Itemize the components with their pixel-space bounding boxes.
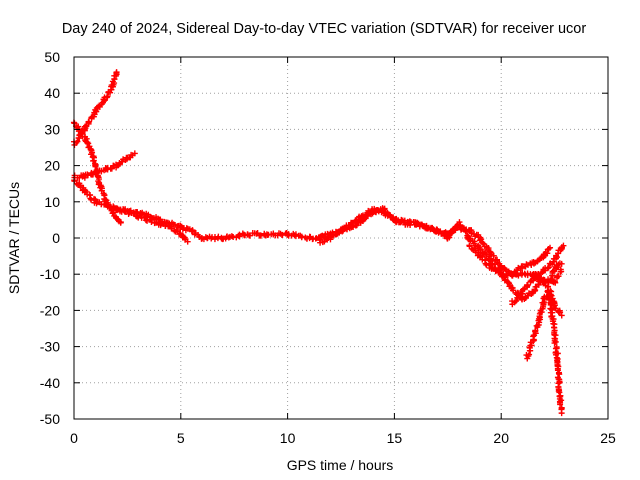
x-axis-title: GPS time / hours [287, 457, 394, 473]
data-point [560, 242, 567, 249]
y-tick-label: -20 [40, 302, 60, 318]
y-tick-label: -50 [40, 411, 60, 427]
data-point [477, 245, 484, 252]
y-tick-label: 50 [44, 49, 60, 65]
data-point [114, 205, 121, 212]
chart-title: Day 240 of 2024, Sidereal Day-to-day VTE… [62, 21, 587, 37]
data-point [558, 410, 565, 417]
data-point [490, 252, 497, 259]
data-point [555, 273, 562, 280]
data-point [278, 232, 285, 239]
data-point [74, 138, 81, 145]
axes: 0 5 10 15 20 25 -50 -40 -30 -20 -10 0 10 20 30 40 50 [40, 49, 616, 446]
y-axis-title: SDTVAR / TECUs [6, 182, 22, 294]
data-point [547, 244, 554, 251]
y-tick-label: 30 [44, 121, 60, 137]
data-point [548, 276, 555, 283]
data-point [463, 228, 470, 235]
y-tick-label: -40 [40, 375, 60, 391]
series-track-k [523, 288, 565, 417]
y-tick-label: -10 [40, 266, 60, 282]
data-point [544, 265, 551, 272]
data-point [144, 217, 151, 224]
y-tick-label: 20 [44, 158, 60, 174]
data-point [557, 309, 564, 316]
data-point [298, 233, 305, 240]
data-point [526, 351, 533, 358]
data-point [113, 69, 120, 76]
series-track-e [114, 205, 191, 245]
data-point [557, 401, 564, 408]
series-track-i [509, 242, 567, 308]
data-point [84, 139, 91, 146]
data-point [131, 150, 138, 157]
data-point [478, 236, 485, 243]
x-tick-label: 5 [177, 430, 185, 446]
data-point [183, 225, 190, 232]
data-point [90, 171, 97, 178]
data-point [92, 163, 99, 170]
data-point [558, 312, 565, 319]
data-point [353, 222, 360, 229]
data-point [406, 218, 413, 225]
y-tick-label: -30 [40, 339, 60, 355]
series-track-f [317, 205, 484, 253]
data-point [93, 169, 100, 176]
data-point [551, 340, 558, 347]
data-point [81, 123, 88, 130]
data-point [86, 118, 93, 125]
series-track-a [71, 69, 120, 148]
y-tick-label: 0 [52, 230, 60, 246]
data-point [215, 233, 222, 240]
data-point [554, 264, 561, 271]
data-point [466, 242, 473, 249]
grid [74, 57, 608, 419]
data-point [184, 238, 191, 245]
data-point [104, 164, 111, 171]
data-point [512, 298, 519, 305]
x-tick-label: 15 [387, 430, 403, 446]
data-series [70, 69, 567, 417]
data-point [545, 264, 552, 271]
data-point [552, 351, 559, 358]
data-point [236, 233, 243, 240]
data-point [117, 219, 124, 226]
data-point [381, 205, 388, 212]
data-point [189, 228, 196, 235]
data-point [532, 327, 539, 334]
data-point [549, 268, 556, 275]
x-tick-label: 25 [600, 430, 616, 446]
data-point [558, 260, 565, 267]
data-point [246, 232, 253, 239]
x-tick-label: 0 [70, 430, 78, 446]
data-point [414, 220, 421, 227]
data-point [498, 269, 505, 276]
data-point [551, 278, 558, 285]
x-tick-label: 10 [280, 430, 296, 446]
series-track-l [545, 260, 565, 286]
data-point [530, 270, 537, 277]
data-point [330, 232, 337, 239]
series-track-g [466, 242, 554, 279]
y-tick-label: 10 [44, 194, 60, 210]
data-point [524, 282, 531, 289]
y-tick-label: 40 [44, 85, 60, 101]
data-point [334, 230, 341, 237]
data-point [496, 266, 503, 273]
data-point [545, 296, 552, 303]
x-tick-label: 20 [493, 430, 509, 446]
data-point [104, 93, 111, 100]
